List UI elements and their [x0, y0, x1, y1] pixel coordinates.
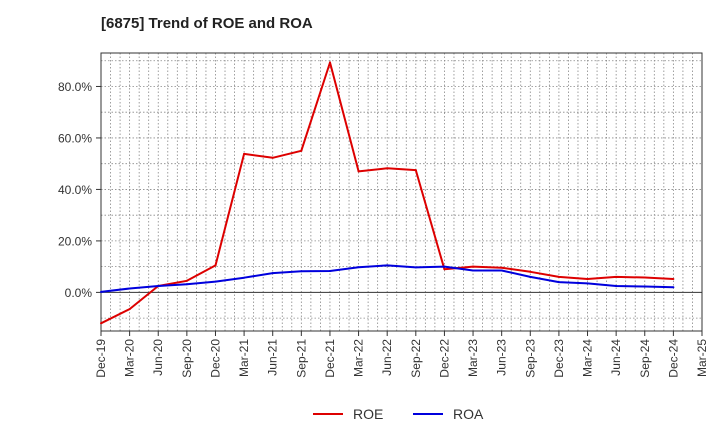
- data-point-roa: [615, 284, 618, 287]
- data-point-roa: [271, 272, 274, 275]
- plot-frame: [100, 52, 703, 332]
- x-tick-label: Dec-22: [437, 339, 451, 378]
- x-tick-label: Sep-22: [409, 339, 423, 378]
- x-tick-label: Jun-20: [151, 339, 165, 376]
- x-tick-label: Dec-24: [666, 339, 680, 378]
- data-point-roa: [300, 270, 303, 273]
- data-point-roe: [672, 278, 675, 281]
- x-tick-label: Mar-22: [352, 339, 366, 377]
- x-tick-label: Dec-20: [208, 339, 222, 378]
- y-tick-label: 60.0%: [58, 131, 92, 145]
- data-point-roa: [557, 281, 560, 284]
- data-point-roa: [643, 285, 646, 288]
- data-point-roa: [443, 265, 446, 268]
- data-point-roe: [214, 264, 217, 267]
- x-tick-label: Sep-23: [523, 339, 537, 378]
- data-point-roe: [643, 276, 646, 279]
- data-point-roe: [586, 278, 589, 281]
- data-point-roe: [500, 266, 503, 269]
- x-tick-label: Jun-21: [266, 339, 280, 376]
- data-point-roa: [357, 266, 360, 269]
- legend: ROE ROA: [313, 406, 484, 422]
- chart-title: [6875] Trend of ROE and ROA: [101, 15, 313, 32]
- data-point-roe: [472, 265, 475, 268]
- data-point-roe: [357, 170, 360, 173]
- data-point-roa: [586, 282, 589, 285]
- data-point-roe: [557, 275, 560, 278]
- x-tick-label: Sep-20: [180, 339, 194, 378]
- data-point-roe: [443, 268, 446, 271]
- data-point-roa: [529, 275, 532, 278]
- data-point-roe: [529, 270, 532, 273]
- data-point-roa: [185, 283, 188, 286]
- data-point-roa: [672, 286, 675, 289]
- grid-layer: [101, 53, 702, 331]
- x-tick-label: Mar-25: [695, 339, 709, 377]
- data-point-roa: [386, 264, 389, 267]
- x-tick-label: Mar-21: [237, 339, 251, 377]
- y-tick-label: 80.0%: [58, 80, 92, 94]
- x-tick-label: Jun-23: [495, 339, 509, 376]
- axis-layer: 0.0% 20.0% 40.0% 60.0% 80.0% Dec-19 Mar-20 Jun-…: [58, 52, 709, 378]
- data-point-roe: [386, 167, 389, 170]
- legend-item-roe: ROE: [313, 406, 383, 422]
- data-point-roe: [414, 169, 417, 172]
- x-tick-label: Sep-24: [638, 339, 652, 378]
- series-layer: [100, 61, 675, 325]
- x-tick-label: Sep-21: [294, 339, 308, 378]
- data-point-roe: [243, 152, 246, 155]
- y-tick-label: 40.0%: [58, 183, 92, 197]
- x-tick-label: Mar-20: [123, 339, 137, 377]
- legend-item-roa: ROA: [413, 406, 484, 422]
- legend-label-roe: ROE: [353, 406, 383, 422]
- x-tick-label: Jun-22: [380, 339, 394, 376]
- x-tick-label: Mar-24: [581, 339, 595, 377]
- y-tick-label: 0.0%: [65, 286, 93, 300]
- data-point-roe: [185, 279, 188, 282]
- data-point-roe: [328, 61, 331, 64]
- x-tick-label: Jun-24: [609, 339, 623, 376]
- data-point-roe: [128, 308, 131, 311]
- y-tick-label: 20.0%: [58, 234, 92, 248]
- data-point-roa: [472, 269, 475, 272]
- data-point-roa: [414, 266, 417, 269]
- data-point-roa: [500, 269, 503, 272]
- x-tick-label: Dec-21: [323, 339, 337, 378]
- data-point-roa: [100, 290, 102, 293]
- legend-label-roa: ROA: [453, 406, 484, 422]
- data-point-roa: [243, 276, 246, 279]
- x-tick-label: Dec-23: [552, 339, 566, 378]
- data-point-roe: [100, 322, 102, 325]
- data-point-roe: [300, 149, 303, 152]
- x-tick-label: Dec-19: [94, 339, 108, 378]
- data-point-roa: [157, 284, 160, 287]
- data-point-roe: [615, 275, 618, 278]
- data-point-roa: [328, 270, 331, 273]
- data-point-roe: [271, 156, 274, 159]
- data-point-roa: [214, 280, 217, 283]
- data-point-roa: [128, 287, 131, 290]
- x-tick-label: Mar-23: [466, 339, 480, 377]
